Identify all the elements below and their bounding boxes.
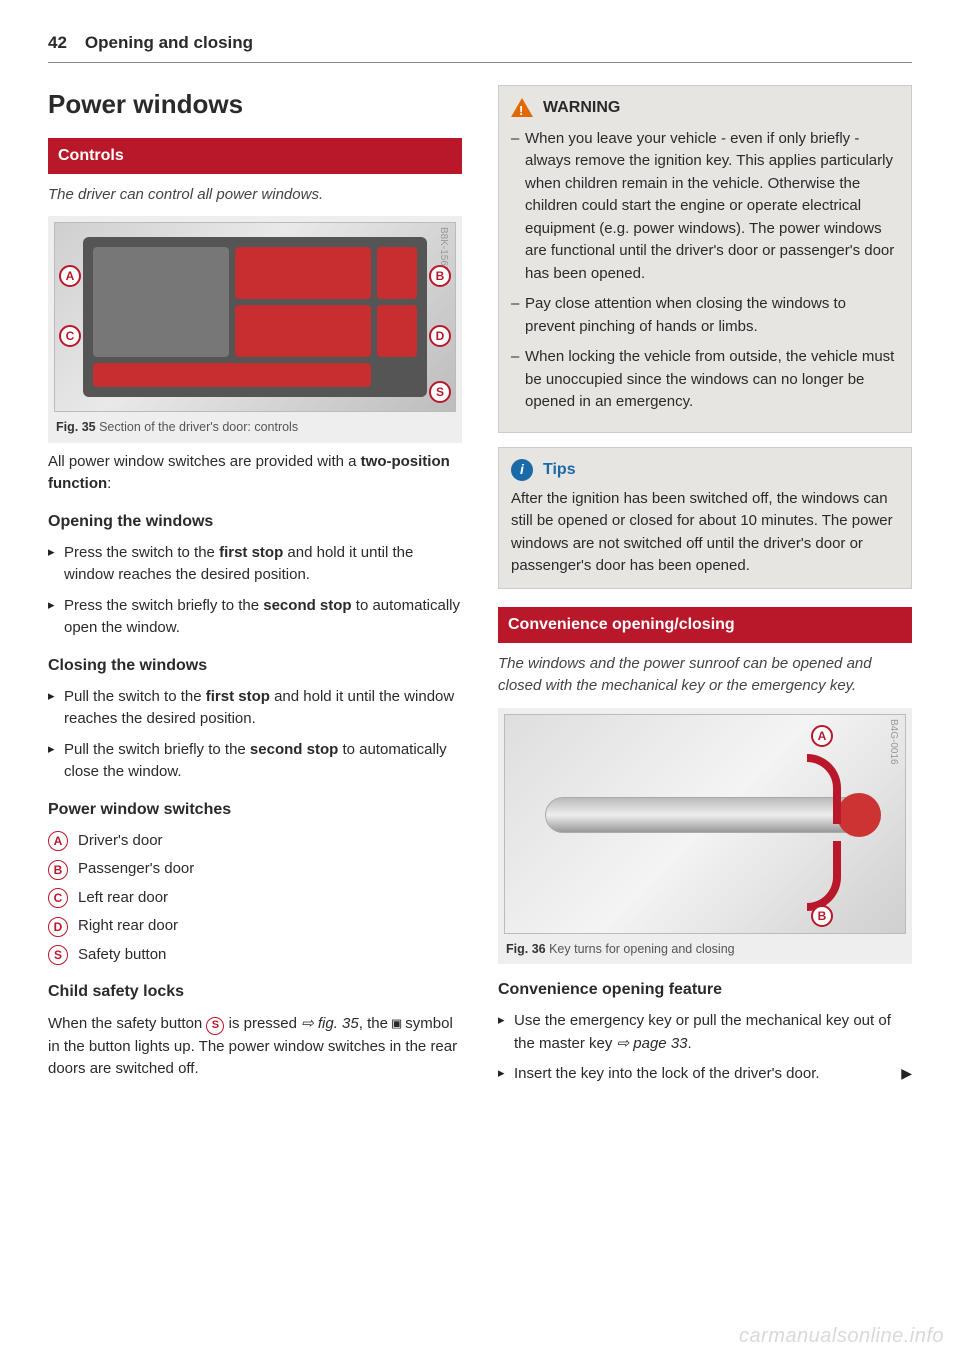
figure-36-image: B4G-0016 A B bbox=[504, 714, 906, 934]
marker-c-icon: C bbox=[48, 888, 68, 908]
subsection-band-controls: Controls bbox=[48, 138, 462, 174]
callout-c-icon: C bbox=[59, 325, 81, 347]
page-number: 42 bbox=[48, 30, 67, 56]
fig-cross-ref: ⇨ fig. 35 bbox=[301, 1015, 359, 1032]
figure-35: B8K-1563 A B C D S Fig. 35 Section of t bbox=[48, 216, 462, 443]
right-column: WARNING When you leave your vehicle - ev… bbox=[498, 85, 912, 1094]
list-item: Pull the switch to the first stop and ho… bbox=[48, 686, 462, 731]
figure-36-code: B4G-0016 bbox=[886, 719, 901, 765]
figure-35-label: Fig. 35 bbox=[56, 420, 96, 434]
list-item: Press the switch to the first stop and h… bbox=[48, 542, 462, 587]
figure-35-caption: Fig. 35 Section of the driver's door: co… bbox=[54, 412, 456, 437]
tips-box: i Tips After the ignition has been switc… bbox=[498, 447, 912, 589]
heading-switches: Power window switches bbox=[48, 798, 462, 822]
marker-s-icon: S bbox=[48, 945, 68, 965]
key-end-illustration bbox=[837, 793, 881, 837]
arrow-a-icon bbox=[807, 754, 841, 824]
list-item: Pull the switch briefly to the second st… bbox=[48, 739, 462, 784]
callout-a-icon: A bbox=[59, 265, 81, 287]
lock-symbol-icon: ▣ bbox=[392, 1014, 401, 1032]
warning-title: WARNING bbox=[543, 96, 620, 120]
list-item: When you leave your vehicle - even if on… bbox=[511, 128, 899, 286]
inline-s-icon: S bbox=[206, 1017, 224, 1035]
tips-body: After the ignition has been switched off… bbox=[511, 488, 899, 578]
callout-d-icon: D bbox=[429, 325, 451, 347]
two-position-para: All power window switches are provided w… bbox=[48, 451, 462, 496]
continue-arrow-icon: ▶ bbox=[901, 1063, 912, 1084]
convenience-italic: The windows and the power sunroof can be… bbox=[498, 653, 912, 698]
callout-a-icon: A bbox=[811, 725, 833, 747]
tips-title: Tips bbox=[543, 458, 576, 482]
callout-b-icon: B bbox=[811, 905, 833, 927]
watermark: carmanualsonline.info bbox=[739, 1321, 944, 1351]
figure-35-image: B8K-1563 A B C D S bbox=[54, 222, 456, 412]
subsection-band-convenience: Convenience opening/closing bbox=[498, 607, 912, 643]
tips-header: i Tips bbox=[511, 458, 899, 482]
child-safety-para: When the safety button S is pressed ⇨ fi… bbox=[48, 1012, 462, 1081]
list-item: DRight rear door bbox=[48, 915, 462, 938]
list-item: Insert the key into the lock of the driv… bbox=[498, 1063, 912, 1086]
marker-b-icon: B bbox=[48, 860, 68, 880]
list-item: Press the switch briefly to the second s… bbox=[48, 595, 462, 640]
figure-36-caption-text: Key turns for opening and closing bbox=[549, 942, 735, 956]
info-icon: i bbox=[511, 459, 533, 481]
list-item: Use the emergency key or pull the mechan… bbox=[498, 1010, 912, 1055]
switch-panel-illustration bbox=[83, 237, 427, 397]
list-item: BPassenger's door bbox=[48, 858, 462, 881]
marker-a-icon: A bbox=[48, 831, 68, 851]
figure-36: B4G-0016 A B Fig. 36 Key turns for openi… bbox=[498, 708, 912, 965]
figure-36-label: Fig. 36 bbox=[506, 942, 546, 956]
switch-label-list: ADriver's door BPassenger's door CLeft r… bbox=[48, 830, 462, 967]
callout-s-icon: S bbox=[429, 381, 451, 403]
running-title: Opening and closing bbox=[85, 30, 253, 56]
warning-list: When you leave your vehicle - even if on… bbox=[511, 128, 899, 414]
section-heading: Power windows bbox=[48, 85, 462, 124]
heading-opening: Opening the windows bbox=[48, 510, 462, 534]
page-header: 42 Opening and closing bbox=[48, 30, 912, 63]
warning-triangle-icon bbox=[511, 98, 533, 117]
opening-list: Press the switch to the first stop and h… bbox=[48, 542, 462, 640]
convenience-list: Use the emergency key or pull the mechan… bbox=[498, 1010, 912, 1086]
heading-child-safety: Child safety locks bbox=[48, 980, 462, 1004]
list-item: CLeft rear door bbox=[48, 887, 462, 910]
callout-b-icon: B bbox=[429, 265, 451, 287]
warning-box: WARNING When you leave your vehicle - ev… bbox=[498, 85, 912, 433]
intro-italic: The driver can control all power windows… bbox=[48, 184, 462, 207]
list-item: SSafety button bbox=[48, 944, 462, 967]
list-item: When locking the vehicle from outside, t… bbox=[511, 346, 899, 414]
list-item: ADriver's door bbox=[48, 830, 462, 853]
heading-convenience-feature: Convenience opening feature bbox=[498, 978, 912, 1002]
arrow-b-icon bbox=[807, 841, 841, 911]
warning-header: WARNING bbox=[511, 96, 899, 120]
figure-35-caption-text: Section of the driver's door: controls bbox=[99, 420, 298, 434]
marker-d-icon: D bbox=[48, 917, 68, 937]
page-cross-ref: ⇨ page 33 bbox=[617, 1035, 688, 1052]
heading-closing: Closing the windows bbox=[48, 654, 462, 678]
list-item: Pay close attention when closing the win… bbox=[511, 293, 899, 338]
left-column: Power windows Controls The driver can co… bbox=[48, 85, 462, 1094]
figure-36-caption: Fig. 36 Key turns for opening and closin… bbox=[504, 934, 906, 959]
closing-list: Pull the switch to the first stop and ho… bbox=[48, 686, 462, 784]
